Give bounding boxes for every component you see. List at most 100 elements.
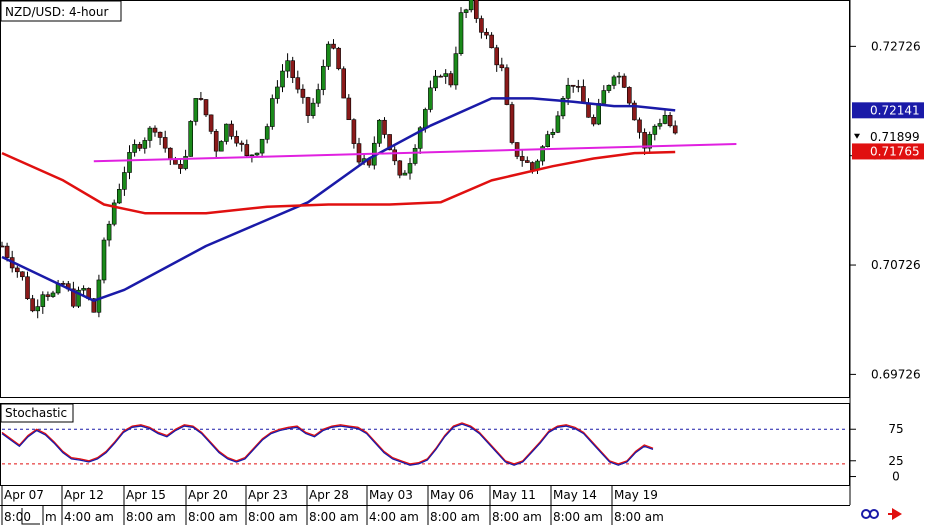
candle — [550, 128, 556, 139]
candle — [662, 108, 668, 125]
candle — [632, 100, 637, 121]
candle — [647, 131, 653, 154]
candle — [269, 94, 275, 130]
candle — [50, 290, 56, 298]
candle — [249, 154, 255, 163]
candle — [224, 123, 229, 145]
candle — [509, 101, 515, 145]
y-tick-label: 0.72726 — [871, 39, 921, 53]
candle — [208, 114, 214, 135]
time-label: 8:00 — [4, 510, 31, 524]
candle — [489, 32, 494, 49]
candle — [275, 80, 280, 104]
candle — [76, 286, 81, 309]
date-label: May 14 — [553, 488, 597, 502]
candle — [45, 291, 51, 301]
candle — [402, 170, 408, 176]
candle — [397, 160, 403, 179]
candle — [305, 96, 311, 124]
candle — [356, 137, 362, 165]
candle — [346, 94, 352, 121]
candle — [626, 86, 632, 106]
candle — [157, 131, 163, 146]
candle — [101, 237, 107, 284]
candle — [219, 140, 224, 152]
candle — [178, 158, 183, 174]
candle — [667, 112, 673, 128]
candle — [473, 0, 479, 23]
stoch-title-box — [0, 403, 74, 423]
candle — [71, 281, 76, 309]
candle — [606, 84, 612, 94]
date-label: Apr 23 — [248, 488, 288, 502]
arrow-icon[interactable] — [888, 508, 902, 520]
candle — [122, 166, 127, 196]
link-icon[interactable] — [861, 509, 879, 519]
candle — [524, 156, 530, 163]
date-label: May 03 — [369, 488, 413, 502]
candle — [152, 125, 158, 137]
axes: 0.727260.717260.707260.697260.721410.718… — [1, 39, 924, 525]
candle — [438, 74, 443, 78]
candle — [111, 199, 117, 227]
candle — [40, 291, 46, 314]
candle — [412, 144, 418, 166]
candle — [672, 120, 678, 135]
candle — [652, 124, 658, 141]
time-bracket — [21, 508, 40, 525]
candle — [601, 85, 607, 104]
candle — [657, 118, 663, 130]
y-tick-label: 0.69726 — [871, 367, 921, 381]
price-title-box — [0, 0, 122, 22]
candle — [326, 41, 331, 70]
candle — [147, 126, 153, 148]
stochastic-title: Stochastic — [5, 406, 67, 420]
time-label: 4:00 am — [369, 510, 419, 524]
candle — [213, 129, 219, 158]
candle — [285, 53, 290, 78]
candle — [611, 74, 617, 90]
stochastic-d-line — [1, 423, 654, 466]
candle — [458, 7, 464, 56]
candle — [443, 69, 449, 84]
price-marker: 0.71899 — [852, 128, 924, 145]
time-label: 8:00 am — [188, 510, 238, 524]
date-label: Apr 12 — [64, 488, 104, 502]
candle — [188, 120, 193, 157]
price-marker: 0.71765 — [852, 143, 924, 160]
date-label: Apr 28 — [309, 488, 349, 502]
moving-average-200 — [1, 150, 676, 215]
candle — [203, 99, 209, 118]
candle — [264, 123, 270, 144]
candle — [382, 117, 387, 139]
candle — [300, 84, 306, 104]
candle — [560, 96, 566, 120]
candle — [637, 117, 642, 139]
time-label: 8:00 am — [614, 510, 664, 524]
stochastic-pane — [1, 422, 848, 466]
candle — [132, 139, 137, 157]
date-label: May 06 — [430, 488, 474, 502]
candle — [15, 265, 20, 278]
candle — [351, 118, 357, 149]
candle — [259, 138, 265, 158]
candle — [315, 83, 321, 107]
candle — [575, 79, 581, 93]
time-label: 8:00 am — [248, 510, 298, 524]
candle — [377, 119, 382, 147]
candle — [127, 145, 132, 180]
moving-average-100 — [1, 97, 676, 302]
candle — [35, 299, 41, 319]
candle — [290, 56, 296, 84]
candle — [0, 241, 5, 248]
trendline — [93, 143, 737, 163]
candle — [239, 140, 244, 152]
candle — [30, 294, 35, 313]
candle — [433, 70, 438, 92]
candle — [428, 80, 433, 113]
candle — [616, 72, 622, 85]
candle — [229, 120, 234, 140]
candle — [193, 98, 199, 126]
